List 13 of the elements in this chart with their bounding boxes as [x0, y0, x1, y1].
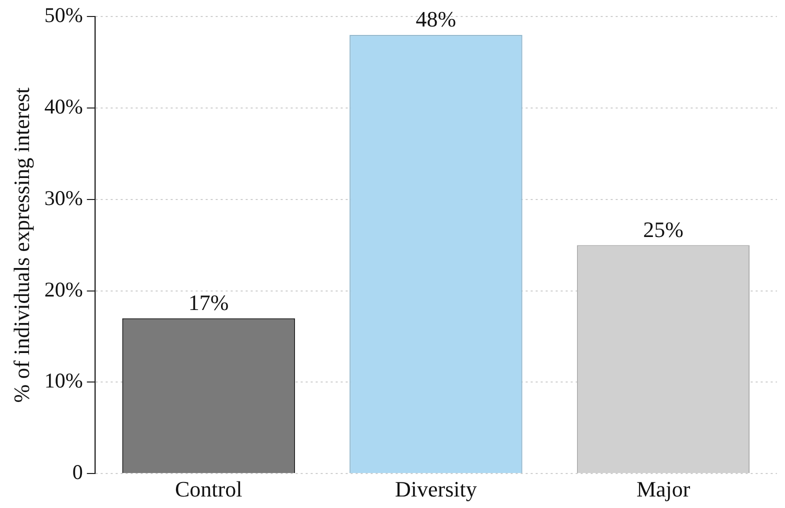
y-tick-label: 30% — [44, 186, 83, 210]
y-tick-label: 0 — [72, 460, 83, 484]
y-tick-label: 10% — [44, 368, 83, 393]
data-label: 17% — [188, 290, 229, 315]
x-tick-label: Diversity — [395, 476, 477, 502]
x-tick-label: Control — [174, 476, 242, 502]
x-tick-label: Major — [636, 476, 691, 502]
data-label: 48% — [416, 6, 456, 32]
y-tick-label: 40% — [44, 94, 83, 119]
y-tick-label: 50% — [44, 3, 83, 28]
y-tick-label: 20% — [44, 277, 83, 302]
y-axis-title: % of individuals expressing interest — [8, 87, 34, 403]
data-label: 25% — [643, 216, 684, 242]
